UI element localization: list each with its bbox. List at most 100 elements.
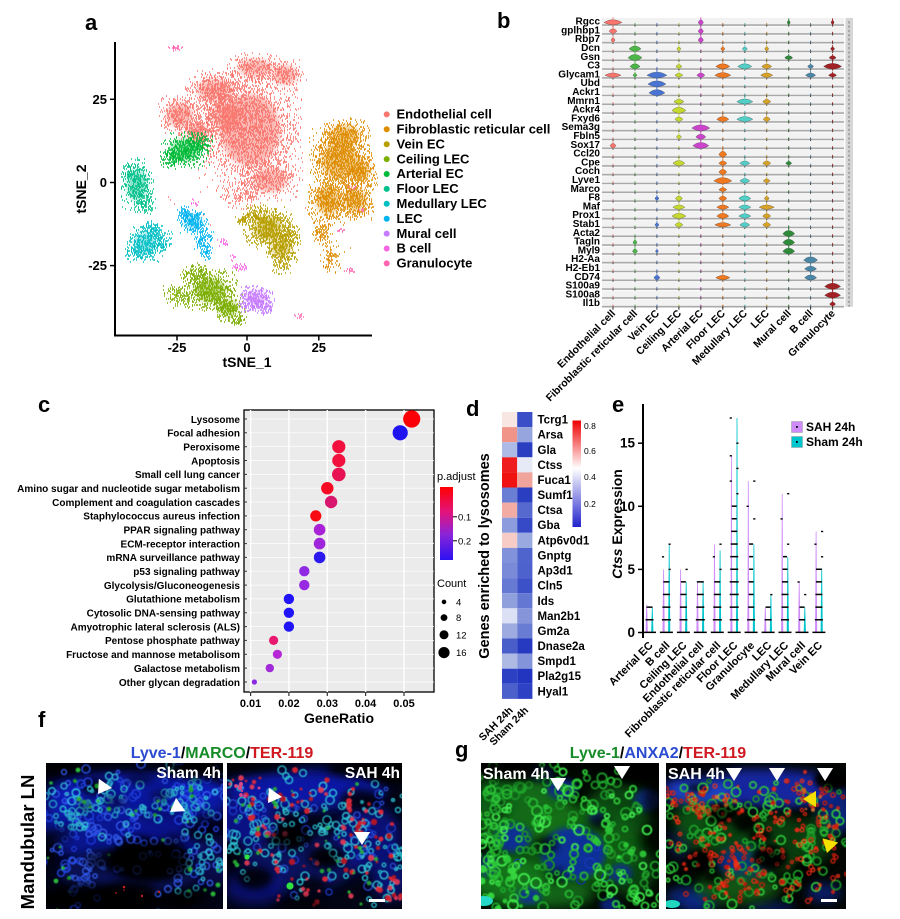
svg-text:4: 4	[456, 597, 461, 608]
svg-text:Lysosome: Lysosome	[191, 415, 241, 426]
svg-text:Hyal1: Hyal1	[538, 686, 569, 698]
svg-text:SAH 4h: SAH 4h	[668, 766, 725, 783]
svg-text:GeneRatio: GeneRatio	[304, 710, 374, 726]
svg-text:Small cell lung cancer: Small cell lung cancer	[135, 470, 240, 481]
svg-text:Ccl20: Ccl20	[573, 149, 600, 160]
svg-text:gplhbp1: gplhbp1	[561, 25, 600, 36]
svg-text:Vein EC: Vein EC	[397, 136, 446, 151]
svg-text:Peroxisome: Peroxisome	[183, 443, 240, 454]
svg-text:Count: Count	[437, 578, 466, 590]
svg-text:Smpd1: Smpd1	[538, 656, 577, 668]
svg-text:Other glycan degradation: Other glycan degradation	[119, 678, 240, 689]
svg-text:S100a9: S100a9	[566, 281, 601, 292]
svg-text:Gla: Gla	[538, 445, 557, 457]
svg-text:Fibroblastic reticular cell: Fibroblastic reticular cell	[397, 122, 551, 137]
svg-text:Lyve-1/MARCO/TER-119: Lyve-1/MARCO/TER-119	[131, 745, 314, 762]
svg-text:0.1: 0.1	[458, 512, 471, 523]
svg-text:Ctss Expression: Ctss Expression	[609, 469, 625, 579]
svg-text:Gsn: Gsn	[581, 52, 600, 63]
svg-text:PPAR signaling pathway: PPAR signaling pathway	[124, 526, 241, 537]
svg-text:0.2: 0.2	[458, 536, 471, 547]
svg-text:LEC: LEC	[397, 211, 424, 226]
svg-text:Sumf1: Sumf1	[538, 490, 574, 502]
svg-text:CD74: CD74	[574, 272, 600, 283]
svg-text:0: 0	[627, 625, 635, 640]
svg-text:Genes enriched to lysosomes: Genes enriched to lysosomes	[477, 453, 493, 659]
svg-text:0.03: 0.03	[317, 698, 338, 710]
svg-text:H2-Eb1: H2-Eb1	[566, 263, 601, 274]
svg-text:p.adjust: p.adjust	[437, 471, 476, 483]
svg-text:0: 0	[243, 340, 250, 355]
svg-text:S100a8: S100a8	[566, 289, 601, 300]
svg-text:tSNE_2: tSNE_2	[73, 164, 89, 213]
svg-text:15: 15	[620, 436, 636, 451]
svg-text:Staphylococcus aureus infectio: Staphylococcus aureus infection	[83, 512, 240, 523]
svg-text:Complement and coagulation cas: Complement and coagulation cascades	[52, 498, 240, 509]
svg-text:Lyve-1/ANXA2/TER-119: Lyve-1/ANXA2/TER-119	[570, 745, 746, 762]
svg-text:0.8: 0.8	[584, 421, 596, 431]
svg-text:Focal adhesion: Focal adhesion	[167, 429, 240, 440]
svg-text:Mmrn1: Mmrn1	[567, 96, 600, 107]
svg-text:Cpe: Cpe	[581, 157, 600, 168]
svg-text:Cln5: Cln5	[538, 581, 564, 593]
svg-text:Pla2g15: Pla2g15	[538, 671, 582, 683]
svg-text:Ackr4: Ackr4	[572, 105, 600, 116]
svg-text:Il1b: Il1b	[583, 298, 600, 309]
svg-text:25: 25	[93, 92, 107, 107]
svg-text:0.6: 0.6	[584, 446, 596, 456]
svg-text:Myl9: Myl9	[578, 245, 601, 256]
svg-text:tSNE_1: tSNE_1	[222, 354, 271, 370]
svg-text:g: g	[455, 737, 468, 762]
svg-text:B cell: B cell	[397, 241, 432, 256]
svg-text:8: 8	[456, 613, 461, 624]
svg-text:Gm2a: Gm2a	[538, 626, 571, 638]
svg-text:SAH 4h: SAH 4h	[345, 765, 400, 782]
svg-text:Ubd: Ubd	[581, 78, 600, 89]
svg-text:0.04: 0.04	[355, 698, 377, 710]
svg-text:0.02: 0.02	[278, 698, 299, 710]
svg-text:Coch: Coch	[575, 166, 600, 177]
svg-text:Glutathione metabolism: Glutathione metabolism	[126, 595, 240, 606]
svg-text:Dnase2a: Dnase2a	[538, 641, 586, 653]
svg-text:C3: C3	[587, 61, 600, 72]
svg-text:f: f	[38, 707, 46, 732]
svg-text:b: b	[497, 8, 510, 33]
svg-text:5: 5	[627, 562, 635, 577]
svg-text:Sham 4h: Sham 4h	[483, 766, 550, 783]
svg-text:Ctss: Ctss	[538, 460, 563, 472]
svg-text:Arsa: Arsa	[538, 430, 564, 442]
svg-text:0: 0	[100, 175, 107, 190]
svg-text:0.2: 0.2	[584, 499, 596, 509]
svg-text:Rbp7: Rbp7	[575, 34, 600, 45]
svg-text:Sox17: Sox17	[571, 140, 601, 151]
svg-text:Amyotrophic lateral sclerosis: Amyotrophic lateral sclerosis (ALS)	[71, 622, 241, 633]
svg-text:Atp6v0d1: Atp6v0d1	[538, 535, 590, 547]
svg-text:c: c	[38, 392, 50, 417]
svg-text:Marco: Marco	[571, 184, 600, 195]
svg-text:12: 12	[456, 630, 467, 641]
svg-text:0.4: 0.4	[584, 472, 596, 482]
svg-text:Tcrg1: Tcrg1	[538, 415, 569, 427]
svg-text:25: 25	[312, 340, 326, 355]
svg-text:Ceiling LEC: Ceiling LEC	[397, 151, 471, 166]
svg-text:-25: -25	[168, 340, 187, 355]
svg-text:H2-Aa: H2-Aa	[571, 254, 600, 265]
svg-text:Maf: Maf	[583, 201, 601, 212]
svg-text:10: 10	[620, 499, 635, 514]
svg-text:Apoptosis: Apoptosis	[191, 456, 240, 467]
svg-text:Prox1: Prox1	[572, 210, 600, 221]
svg-text:e: e	[612, 392, 624, 417]
svg-text:Tagln: Tagln	[574, 237, 600, 248]
svg-text:Arterial EC: Arterial EC	[397, 166, 465, 181]
svg-text:Mural cell: Mural cell	[397, 226, 457, 241]
svg-text:Glycam1: Glycam1	[558, 69, 600, 80]
svg-text:Amino sugar and nucleotide sug: Amino sugar and nucleotide sugar metabol…	[17, 484, 240, 495]
svg-text:-25: -25	[88, 258, 107, 273]
svg-text:Floor LEC: Floor LEC	[397, 181, 460, 196]
svg-text:Ackr1: Ackr1	[572, 87, 600, 98]
svg-text:Man2b1: Man2b1	[538, 611, 581, 623]
svg-text:Mandubular LN: Mandubular LN	[17, 775, 38, 910]
svg-text:0.01: 0.01	[240, 698, 261, 710]
svg-text:mRNA surveillance pathway: mRNA surveillance pathway	[106, 553, 240, 564]
svg-text:Dcn: Dcn	[581, 43, 600, 54]
